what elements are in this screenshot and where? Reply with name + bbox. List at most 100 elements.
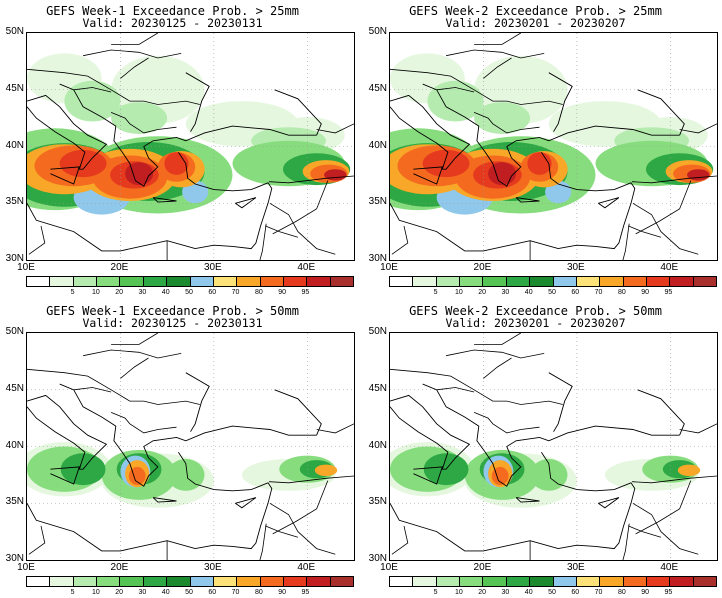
valid-period: Valid: 20230125 - 20230131 <box>82 16 263 30</box>
colorbar-label: 95 <box>301 589 310 596</box>
colorbar-label: 50 <box>548 289 556 296</box>
colorbar-label: 90 <box>278 589 287 596</box>
longitude-label: 30E <box>566 562 585 573</box>
colorbar-swatch <box>50 277 74 286</box>
colorbar-label: 95 <box>301 289 310 296</box>
latitude-label: 50N <box>5 26 24 37</box>
latitude-label: 35N <box>368 496 387 508</box>
latitude-label: 50N <box>368 326 387 337</box>
colorbar-swatch <box>530 577 554 586</box>
colorbar-label: 30 <box>138 589 147 596</box>
colorbar-swatch <box>670 577 694 586</box>
panel-title: GEFS Week-2 Exceedance Prob. > 50mm <box>409 304 662 318</box>
colorbar-swatch <box>483 577 507 586</box>
colorbar-swatch <box>213 577 238 586</box>
longitude-label: 20E <box>110 562 129 573</box>
colorbar-label: 95 <box>664 589 673 596</box>
colorbar-label: 10 <box>91 289 100 296</box>
panel-title: GEFS Week-2 Exceedance Prob. > 25mm <box>409 4 662 18</box>
latitude-label: 30N <box>368 253 387 264</box>
colorbar-swatch <box>237 577 261 586</box>
colorbar-swatch <box>330 577 354 586</box>
map-frame <box>389 32 718 261</box>
longitude-label: 40E <box>660 262 679 273</box>
colorbar-label: 40 <box>524 289 533 296</box>
coastlines <box>27 372 322 552</box>
map-panel: GEFS Week-1 Exceedance Prob. > 25mm Valid… <box>0 0 355 296</box>
colorbar-swatch <box>283 277 308 286</box>
colorbar-swatch <box>390 577 414 586</box>
colorbar-swatch <box>167 577 191 586</box>
colorbar-swatch <box>143 577 168 586</box>
graticule <box>27 33 354 260</box>
colorbar-label: 70 <box>594 289 603 296</box>
colorbar-label: 80 <box>254 589 263 596</box>
colorbar-swatch <box>27 577 51 586</box>
latitude-label: 40N <box>368 439 387 451</box>
colorbar-swatch <box>460 277 484 286</box>
colorbar-swatch <box>623 277 647 286</box>
colorbar-label: 90 <box>641 289 650 296</box>
valid-period: Valid: 20230201 - 20230207 <box>445 16 626 30</box>
map-panel: GEFS Week-2 Exceedance Prob. > 50mm Valid… <box>363 300 718 596</box>
colorbar-swatch <box>330 277 354 286</box>
colorbar-label: 10 <box>454 289 463 296</box>
longitude-label: 40E <box>297 562 316 573</box>
probability-shading <box>27 442 338 508</box>
coastlines <box>390 72 685 252</box>
colorbar-swatch <box>213 277 238 286</box>
valid-period: Valid: 20230201 - 20230207 <box>445 316 626 330</box>
colorbar-swatch <box>600 577 624 586</box>
colorbar <box>26 576 354 587</box>
colorbar-swatch <box>120 577 144 586</box>
colorbar-swatch <box>693 277 717 286</box>
colorbar-swatch <box>530 277 554 286</box>
colorbar-swatch <box>283 577 308 586</box>
colorbar-label: 5 <box>433 589 438 596</box>
colorbar-swatch <box>307 577 331 586</box>
colorbar-swatch <box>50 577 74 586</box>
colorbar-swatch <box>120 277 144 286</box>
colorbar-swatch <box>506 277 531 286</box>
longitude-label: 20E <box>473 262 492 273</box>
map-frame <box>389 332 718 561</box>
colorbar-swatch <box>307 277 331 286</box>
panel-title: GEFS Week-1 Exceedance Prob. > 25mm <box>46 4 299 18</box>
colorbar-swatch <box>693 577 717 586</box>
colorbar-swatch <box>623 577 647 586</box>
colorbar-swatch <box>553 277 577 286</box>
colorbar-label: 90 <box>278 289 287 296</box>
map-panel: GEFS Week-2 Exceedance Prob. > 25mm Valid… <box>363 0 718 296</box>
colorbar-label: 90 <box>641 589 650 596</box>
colorbar-label: 50 <box>185 289 193 296</box>
colorbar-swatch <box>436 577 461 586</box>
map-svg <box>27 33 354 260</box>
colorbar-swatch <box>73 577 98 586</box>
longitude-label: 20E <box>110 262 129 273</box>
latitude-label: 30N <box>368 553 387 564</box>
colorbar-swatch <box>506 577 531 586</box>
map-frame <box>26 332 355 561</box>
colorbar-label: 70 <box>594 589 603 596</box>
country-borders <box>27 333 354 560</box>
country-borders <box>27 33 354 260</box>
colorbar-label: 40 <box>161 289 170 296</box>
colorbar-label: 60 <box>571 589 580 596</box>
longitude-label: 40E <box>660 562 679 573</box>
colorbar-swatch <box>576 277 601 286</box>
colorbar-label: 10 <box>91 589 100 596</box>
colorbar-label: 30 <box>501 589 510 596</box>
colorbar-label: 20 <box>115 289 124 296</box>
colorbar-swatch <box>413 577 437 586</box>
colorbar-swatch <box>670 277 694 286</box>
colorbar-label: 70 <box>231 289 240 296</box>
colorbar-swatch <box>27 277 51 286</box>
graticule <box>390 33 717 260</box>
map-svg <box>27 333 354 560</box>
latitude-label: 35N <box>368 196 387 208</box>
map-svg <box>390 333 717 560</box>
colorbar-swatch <box>436 277 461 286</box>
colorbar-swatch <box>143 277 168 286</box>
colorbar-label: 40 <box>161 589 170 596</box>
probability-shading <box>390 53 714 215</box>
